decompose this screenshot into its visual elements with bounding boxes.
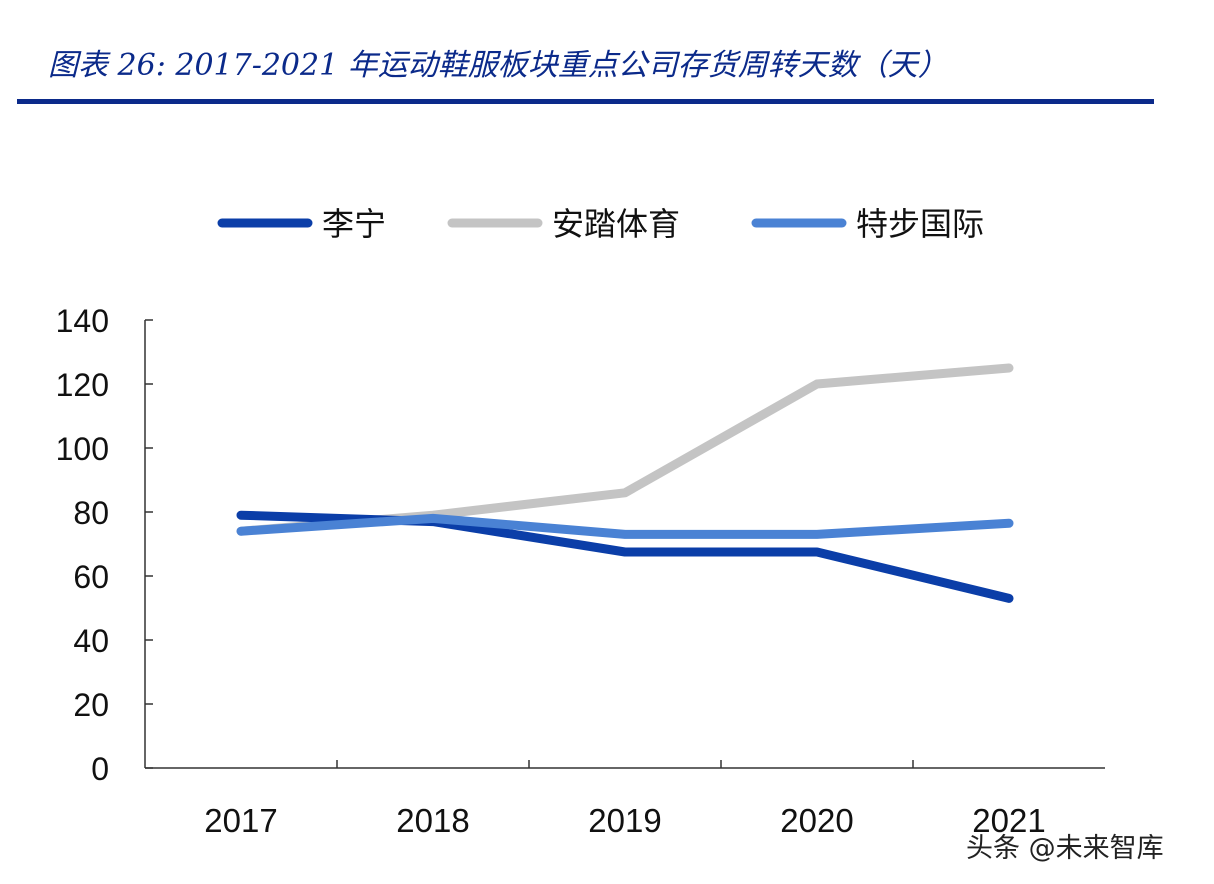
- legend-label-0: 李宁: [322, 205, 386, 243]
- y-tick-label: 20: [73, 687, 109, 723]
- x-tick-label: 2017: [204, 802, 277, 839]
- title-rule: [17, 99, 1154, 104]
- chart-title: 图表 26: 2017-2021 年运动鞋服板块重点公司存货周转天数（天）: [48, 48, 948, 83]
- y-tick-label: 40: [73, 623, 109, 659]
- x-tick-label: 2018: [396, 802, 469, 839]
- series-line-2: [236, 513, 1014, 539]
- y-tick-label: 60: [73, 559, 109, 595]
- y-tick-label: 140: [56, 303, 109, 339]
- legend-label-1: 安踏体育: [552, 205, 680, 243]
- x-tick-label: 2019: [588, 802, 661, 839]
- y-tick-label: 100: [56, 431, 109, 467]
- x-tick-label: 2020: [780, 802, 853, 839]
- y-tick-label: 80: [73, 495, 109, 531]
- y-tick-label: 0: [91, 751, 109, 787]
- legend-label-2: 特步国际: [856, 205, 984, 243]
- x-tick-label: 2021: [972, 802, 1045, 839]
- watermark: 头条 @未来智库: [966, 833, 1164, 864]
- series-line-1: [236, 363, 1014, 536]
- y-tick-label: 120: [56, 367, 109, 403]
